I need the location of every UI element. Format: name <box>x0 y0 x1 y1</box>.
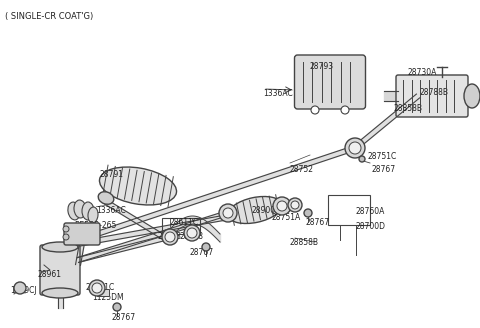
Text: 28791: 28791 <box>100 170 124 179</box>
Circle shape <box>89 280 105 296</box>
Ellipse shape <box>464 84 480 108</box>
Text: 1336AC: 1336AC <box>96 206 126 215</box>
Text: 28751A: 28751A <box>272 213 301 222</box>
Ellipse shape <box>88 207 98 223</box>
Polygon shape <box>384 91 398 101</box>
Circle shape <box>187 228 197 238</box>
Text: 1125DM: 1125DM <box>92 293 124 302</box>
Ellipse shape <box>42 242 78 252</box>
Circle shape <box>223 208 233 218</box>
Text: 28858B: 28858B <box>290 238 319 247</box>
Text: 28900: 28900 <box>252 206 276 215</box>
Ellipse shape <box>99 167 177 205</box>
FancyBboxPatch shape <box>295 55 365 109</box>
Ellipse shape <box>82 202 94 220</box>
Text: REF.28-265: REF.28-265 <box>74 221 116 230</box>
Circle shape <box>311 106 319 114</box>
Circle shape <box>291 201 299 209</box>
Text: 28858B: 28858B <box>393 104 422 113</box>
Text: 28752: 28752 <box>290 165 314 174</box>
Bar <box>162 218 200 234</box>
Polygon shape <box>55 213 240 251</box>
Polygon shape <box>75 242 84 265</box>
Text: 28700D: 28700D <box>355 222 385 231</box>
Text: 28760A: 28760A <box>355 207 384 216</box>
FancyBboxPatch shape <box>64 223 100 245</box>
Circle shape <box>165 232 175 242</box>
Text: 28767: 28767 <box>372 165 396 174</box>
Text: 1336AC: 1336AC <box>263 89 293 98</box>
Circle shape <box>359 156 365 162</box>
Text: ( SINGLE-CR COAT'G): ( SINGLE-CR COAT'G) <box>5 12 93 21</box>
Ellipse shape <box>228 196 282 223</box>
Ellipse shape <box>74 200 86 218</box>
Text: 28730A: 28730A <box>408 68 437 77</box>
Circle shape <box>63 226 69 232</box>
Text: 28788: 28788 <box>157 232 181 241</box>
Text: 1129CJ: 1129CJ <box>10 286 36 295</box>
Text: 28767: 28767 <box>306 218 330 227</box>
Circle shape <box>219 204 237 222</box>
Text: 28788B: 28788B <box>420 88 449 97</box>
Circle shape <box>184 225 200 241</box>
Circle shape <box>341 106 349 114</box>
Polygon shape <box>54 146 356 250</box>
FancyBboxPatch shape <box>396 75 468 117</box>
Circle shape <box>113 303 121 311</box>
Ellipse shape <box>98 192 114 204</box>
Bar <box>97 289 109 296</box>
Text: 28751C: 28751C <box>367 152 396 161</box>
Polygon shape <box>77 236 166 262</box>
Polygon shape <box>58 293 62 308</box>
Text: 28611C: 28611C <box>170 218 199 227</box>
Circle shape <box>202 243 210 251</box>
Text: 28767: 28767 <box>112 313 136 322</box>
Circle shape <box>277 201 287 211</box>
FancyBboxPatch shape <box>40 245 80 295</box>
Text: 28961: 28961 <box>38 270 62 279</box>
Text: 28767: 28767 <box>190 248 214 257</box>
Polygon shape <box>353 94 420 150</box>
Circle shape <box>345 138 365 158</box>
Ellipse shape <box>42 288 78 298</box>
Polygon shape <box>105 200 166 240</box>
Circle shape <box>288 198 302 212</box>
Circle shape <box>349 142 361 154</box>
Text: 28768: 28768 <box>180 232 204 241</box>
Circle shape <box>14 282 26 294</box>
Circle shape <box>162 229 178 245</box>
Ellipse shape <box>68 202 80 220</box>
Circle shape <box>92 283 102 293</box>
Text: 28793: 28793 <box>310 62 334 71</box>
Circle shape <box>63 234 69 240</box>
Circle shape <box>273 197 291 215</box>
Circle shape <box>304 209 312 217</box>
Text: 28751C: 28751C <box>86 283 115 292</box>
Bar <box>328 195 370 225</box>
Polygon shape <box>77 211 229 262</box>
